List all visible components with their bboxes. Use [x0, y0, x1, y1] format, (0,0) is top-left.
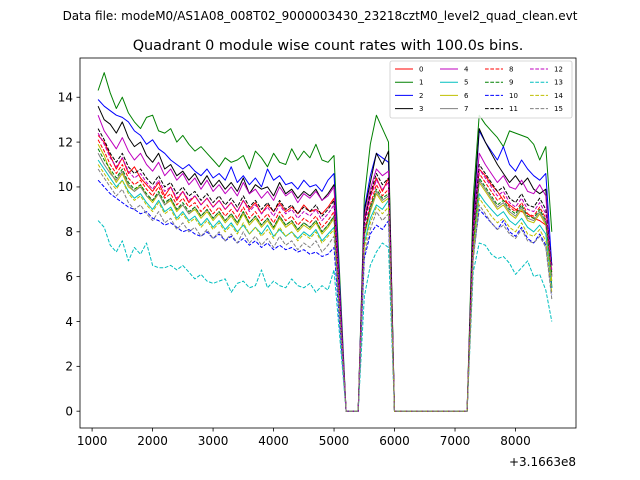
x-offset-label: +3.1663e8 — [509, 455, 576, 469]
x-tick-label-5000: 5000 — [319, 434, 350, 448]
legend-label-7: 7 — [464, 105, 468, 113]
y-tick-label-12: 12 — [58, 135, 73, 149]
legend-label-8: 8 — [509, 66, 513, 74]
series-line-0 — [97, 135, 553, 412]
legend-label-5: 5 — [464, 79, 468, 87]
axes-layer: 1000 2000 3000 4000 5000 6000 7000 800002468101… — [58, 57, 577, 448]
legend-box — [389, 60, 573, 119]
y-tick-label-6: 6 — [65, 270, 73, 284]
legend-label-9: 9 — [509, 79, 513, 87]
x-tick-label-4000: 4000 — [258, 434, 289, 448]
chart-title: Quadrant 0 module wise count rates with … — [133, 38, 524, 54]
x-tick-label-3000: 3000 — [198, 434, 229, 448]
legend-label-6: 6 — [464, 92, 469, 100]
legend-label-11: 11 — [509, 105, 518, 113]
x-tick-label-6000: 6000 — [379, 434, 410, 448]
legend-label-12: 12 — [554, 66, 563, 74]
series-line-12 — [97, 132, 553, 412]
legend-label-14: 14 — [554, 92, 563, 100]
legend-label-15: 15 — [554, 105, 563, 113]
y-tick-label-4: 4 — [65, 315, 73, 329]
series-layer — [97, 72, 553, 412]
x-tick-label-2000: 2000 — [137, 434, 168, 448]
series-line-1 — [97, 72, 553, 412]
series-line-4 — [97, 115, 553, 412]
legend-label-3: 3 — [419, 105, 423, 113]
legend-label-0: 0 — [419, 66, 423, 74]
x-tick-label-7000: 7000 — [440, 434, 471, 448]
y-tick-label-8: 8 — [65, 225, 73, 239]
series-line-5 — [97, 159, 553, 412]
y-tick-label-0: 0 — [65, 404, 73, 418]
series-line-9 — [97, 148, 553, 412]
y-tick-label-14: 14 — [58, 91, 73, 105]
legend-label-2: 2 — [419, 92, 423, 100]
plot-frame — [79, 57, 577, 429]
x-tick-label-1000: 1000 — [77, 434, 108, 448]
series-line-13 — [97, 220, 553, 412]
x-tick-label-8000: 8000 — [500, 434, 531, 448]
y-tick-label-10: 10 — [58, 180, 73, 194]
legend-label-1: 1 — [419, 79, 423, 87]
y-tick-label-2: 2 — [65, 360, 73, 374]
series-line-15 — [97, 168, 553, 412]
legend-label-13: 13 — [554, 79, 563, 87]
series-line-14 — [97, 164, 553, 412]
suptitle: Data file: modeM0/AS1A08_008T02_90000034… — [63, 9, 578, 23]
legend-label-4: 4 — [464, 66, 469, 74]
legend-label-10: 10 — [509, 92, 518, 100]
